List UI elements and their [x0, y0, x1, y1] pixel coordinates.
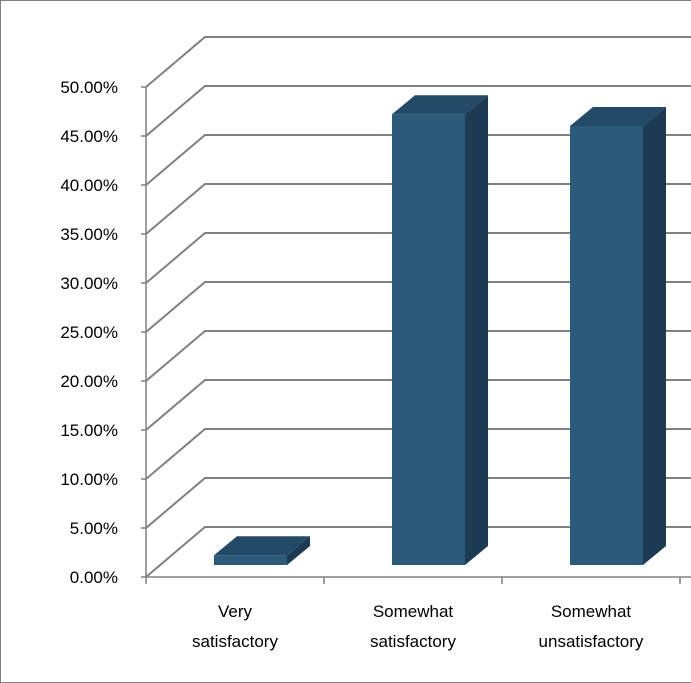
- gridline: [145, 183, 691, 235]
- gridline: [145, 526, 691, 578]
- bar-front: [214, 555, 287, 565]
- gridline: [145, 477, 691, 529]
- x-category-label-line: Somewhat: [551, 602, 632, 621]
- bar-side: [643, 106, 666, 566]
- x-category-label-line: Somewhat: [373, 602, 454, 621]
- x-category-label-line: satisfactory: [370, 632, 456, 651]
- gridline: [145, 232, 691, 284]
- bar: [392, 95, 488, 565]
- y-tick-label: 35.00%: [60, 225, 118, 244]
- bar-front: [570, 125, 643, 566]
- gridline: [145, 330, 691, 382]
- bar-top: [570, 106, 666, 126]
- bar: [214, 536, 310, 565]
- x-category-label: Somewhat satisfactory: [370, 602, 456, 651]
- y-tick-label: 40.00%: [60, 176, 118, 195]
- y-tick-label: 45.00%: [60, 127, 118, 146]
- y-tick-label: 15.00%: [60, 421, 118, 440]
- y-tick-label: 25.00%: [60, 323, 118, 342]
- gridline: [145, 36, 691, 88]
- y-tick-label: 30.00%: [60, 274, 118, 293]
- bar-top: [214, 536, 310, 556]
- x-category-label-line: unsatisfactory: [539, 632, 644, 651]
- bars: [214, 95, 666, 566]
- x-category-label: Very satisfactory: [192, 602, 278, 651]
- y-tick-label: 10.00%: [60, 470, 118, 489]
- bar-side: [287, 536, 310, 565]
- y-tick-label: 50.00%: [60, 78, 118, 97]
- gridline: [145, 85, 691, 137]
- y-tick-label: 0.00%: [70, 568, 118, 587]
- gridline: [145, 379, 691, 431]
- x-category-label-line: Very: [218, 602, 253, 621]
- y-tick-label: 5.00%: [70, 519, 118, 538]
- bar: [570, 106, 666, 566]
- y-tick-labels: 0.00% 5.00% 10.00% 15.00% 20.00% 25.00% 30.00%…: [60, 78, 118, 587]
- gridlines: [141, 36, 691, 578]
- bar-top: [392, 95, 488, 115]
- axes: [145, 87, 691, 584]
- bar-side: [465, 95, 488, 565]
- y-tick-label: 20.00%: [60, 372, 118, 391]
- x-category-label-line: satisfactory: [192, 632, 278, 651]
- gridline: [145, 281, 691, 333]
- gridline: [145, 428, 691, 480]
- x-category-label: Somewhat unsatisfactory: [539, 602, 644, 651]
- bar-front: [392, 114, 465, 565]
- gridline: [145, 134, 691, 186]
